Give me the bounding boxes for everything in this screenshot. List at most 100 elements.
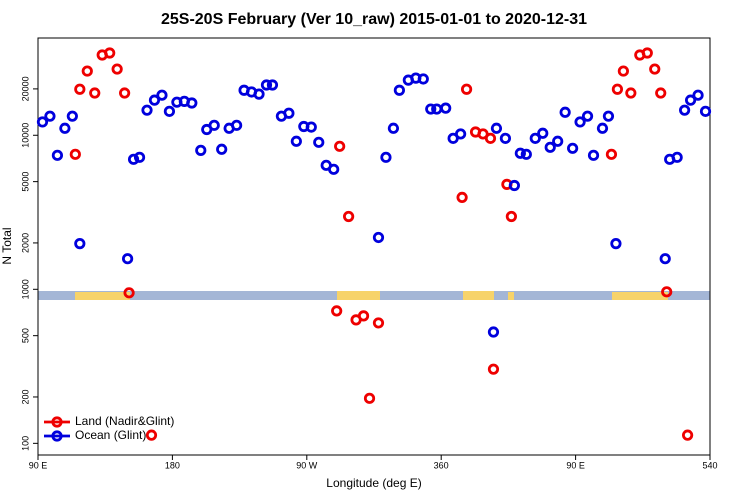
data-point <box>456 191 468 204</box>
data-point <box>699 105 712 117</box>
data-point <box>59 122 71 134</box>
data-point <box>283 107 295 119</box>
data-point <box>681 429 694 441</box>
legend-marker <box>51 416 63 428</box>
data-point <box>610 238 622 250</box>
surface-strip <box>38 291 710 300</box>
y-axis-label: N Total <box>0 227 14 264</box>
y-tick-label: 200 <box>20 389 30 404</box>
land-strip <box>75 292 130 300</box>
data-point <box>581 110 594 122</box>
data-point <box>51 149 64 161</box>
data-point <box>44 110 56 122</box>
data-point <box>487 363 500 375</box>
data-point <box>655 87 667 99</box>
data-point <box>123 287 135 299</box>
data-point <box>145 429 158 441</box>
data-point <box>141 104 153 116</box>
x-tick-label: 180 <box>165 460 180 470</box>
data-point <box>537 127 549 139</box>
data-point <box>417 73 429 85</box>
data-point <box>266 79 279 91</box>
data-point <box>74 83 86 95</box>
data-point <box>343 210 355 223</box>
data-point <box>380 151 392 163</box>
data-point <box>133 151 146 163</box>
data-point <box>544 141 556 153</box>
data-point <box>328 163 340 175</box>
legend-label: Land (Nadir&Glint) <box>75 414 174 428</box>
data-point <box>671 151 683 163</box>
x-tick-label: 90 E <box>566 460 585 470</box>
data-point <box>195 144 207 156</box>
data-point <box>66 110 78 122</box>
data-point <box>625 87 637 99</box>
data-point <box>148 94 161 106</box>
land-strip <box>508 292 514 300</box>
data-point <box>208 119 220 131</box>
x-tick-label: 90 E <box>29 460 48 470</box>
data-point <box>89 87 101 99</box>
data-point <box>111 63 123 75</box>
data-point <box>617 65 629 77</box>
x-axis-label: Longitude (deg E) <box>326 476 421 490</box>
data-point <box>552 135 564 147</box>
data-point <box>387 122 400 134</box>
data-point <box>641 47 653 59</box>
data-point <box>163 105 176 117</box>
data-point <box>216 143 228 155</box>
data-point <box>605 148 618 160</box>
y-tick-label: 100 <box>20 436 30 451</box>
plot-frame <box>37 37 711 456</box>
data-point <box>372 317 385 329</box>
data-point <box>313 136 325 148</box>
data-point <box>684 94 697 106</box>
data-point <box>649 63 661 75</box>
data-point <box>596 122 609 134</box>
data-point <box>661 286 673 298</box>
x-tick-label: 90 W <box>296 460 318 470</box>
data-point <box>508 179 520 192</box>
y-tick-label: 500 <box>20 328 30 343</box>
data-point <box>431 103 443 115</box>
data-point <box>425 103 437 115</box>
data-point <box>505 210 517 223</box>
data-point <box>567 142 579 154</box>
y-tick-label: 2000 <box>20 233 30 253</box>
land-strip <box>463 291 494 300</box>
data-point <box>334 140 346 152</box>
data-point <box>460 83 473 95</box>
data-point <box>574 116 586 128</box>
land-strip <box>337 291 380 300</box>
data-point <box>440 102 452 114</box>
y-tick-label: 1000 <box>20 279 30 299</box>
legend-label: Ocean (Glint) <box>75 428 146 442</box>
land-strip <box>612 292 668 300</box>
data-point <box>393 84 405 96</box>
data-point <box>186 97 198 109</box>
data-point <box>514 147 526 159</box>
data-point <box>357 310 370 322</box>
data-point <box>36 116 49 128</box>
data-point <box>119 87 131 99</box>
data-point <box>559 106 571 118</box>
data-point <box>122 253 134 265</box>
data-point <box>260 79 273 91</box>
data-point <box>679 104 691 116</box>
data-point <box>290 135 302 147</box>
data-point <box>331 305 343 317</box>
x-tick-label: 360 <box>434 460 449 470</box>
data-point <box>692 89 704 101</box>
data-point <box>611 83 624 95</box>
chart-title: 25S-20S February (Ver 10_raw) 2015-01-01… <box>161 11 587 28</box>
data-point <box>253 88 265 100</box>
data-point <box>490 122 503 134</box>
data-point <box>231 119 243 131</box>
data-point <box>305 121 317 133</box>
data-point <box>484 132 497 144</box>
legend-marker <box>51 430 63 442</box>
data-point <box>499 132 512 144</box>
data-point <box>74 238 86 250</box>
data-point <box>659 253 671 265</box>
